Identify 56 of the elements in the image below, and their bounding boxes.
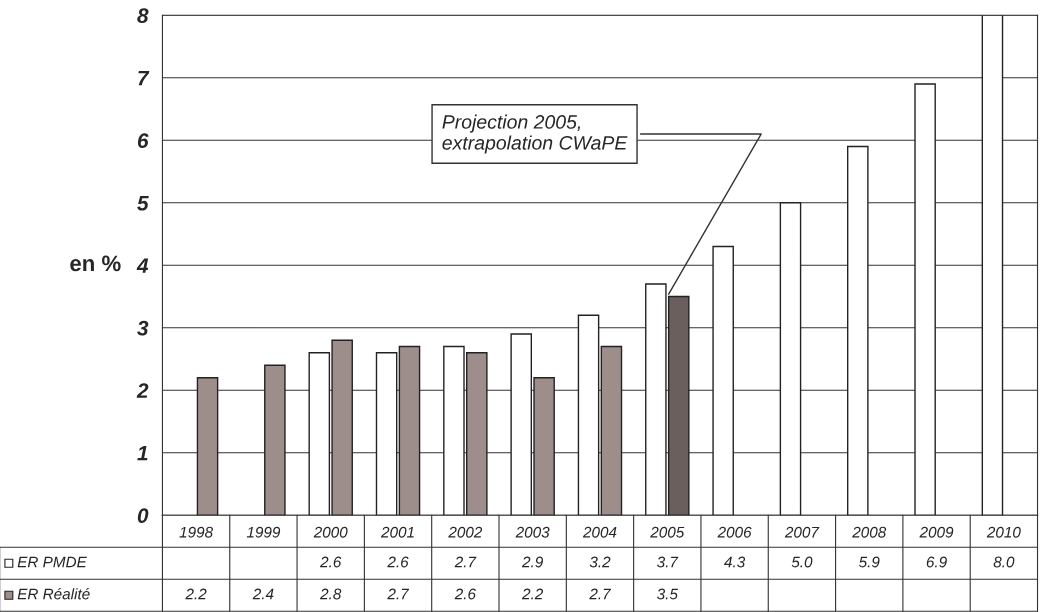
x-tick-label: 1999 (246, 526, 281, 538)
data-label: 4.3 (724, 556, 746, 568)
data-label: 2.9 (521, 556, 543, 568)
data-label: 5.0 (791, 556, 813, 568)
data-label: 3.7 (657, 556, 679, 568)
bar (375, 352, 398, 516)
data-label: 2.6 (320, 556, 342, 568)
bar (196, 377, 219, 516)
x-tick-label: 2006 (717, 526, 752, 538)
bar (600, 345, 623, 516)
data-label: 2.7 (589, 588, 612, 600)
x-tick-label: 2002 (448, 526, 483, 538)
bar (712, 245, 734, 516)
bar (914, 83, 936, 516)
x-tick-label: 2000 (313, 526, 348, 538)
data-label: 3.5 (657, 588, 678, 600)
x-tick-label: 2003 (515, 526, 550, 538)
y-tick-label: 7 (138, 71, 150, 86)
y-tick-label: 1 (137, 446, 148, 461)
bar (981, 15, 1004, 516)
data-label: 6.9 (926, 556, 947, 568)
data-label: 8.0 (993, 556, 1015, 568)
y-tick-label: 2 (136, 383, 149, 398)
annotation: Projection 2005, extrapolation CWaPE (442, 114, 628, 154)
data-label: 2.7 (454, 556, 477, 568)
y-tick-label: 3 (137, 320, 149, 336)
data-label: 2.6 (454, 588, 476, 600)
data-label: 2.6 (387, 556, 409, 568)
x-tick-label: 2005 (650, 526, 685, 538)
y-tick-label: 6 (137, 133, 149, 149)
x-tick-label: 2007 (784, 526, 820, 538)
legend-label: ER Réalité (17, 588, 90, 600)
x-tick-label: 2009 (919, 526, 954, 538)
data-label: 5.9 (858, 556, 880, 568)
bar (577, 314, 600, 516)
x-tick-label: 2010 (986, 526, 1021, 538)
y-tick-label: 8 (137, 8, 149, 24)
data-label: 2.4 (252, 588, 274, 600)
legend-label: ER PMDE (17, 556, 87, 568)
x-tick-label: 2001 (380, 526, 414, 538)
bar (779, 202, 802, 516)
y-axis-title: en % (70, 255, 121, 272)
x-tick-label: 1998 (179, 526, 213, 538)
data-label: 3.2 (589, 556, 611, 568)
y-tick-label: 5 (137, 196, 149, 211)
x-tick-label: 2008 (852, 526, 887, 538)
data-label: 2.2 (185, 588, 207, 600)
y-tick-label: 4 (136, 258, 149, 273)
data-label: 2.8 (320, 588, 342, 600)
y-tick-label: 0 (137, 508, 149, 524)
bar (398, 345, 421, 516)
bar (846, 145, 869, 516)
bar (264, 364, 286, 516)
data-label: 2.2 (521, 588, 544, 600)
data-label: 2.7 (387, 588, 410, 600)
x-tick-label: 2004 (582, 526, 617, 538)
